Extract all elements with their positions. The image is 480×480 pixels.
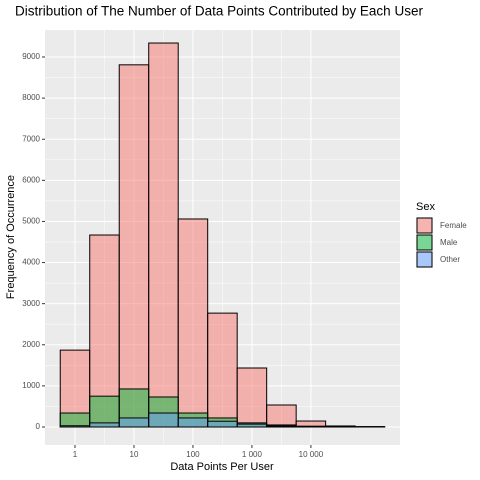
- histogram-bar: [177, 417, 209, 428]
- histogram-bar: [236, 367, 268, 428]
- histogram-bar: [148, 412, 179, 428]
- histogram-bar: [118, 64, 150, 428]
- y-tick-label: 8000: [22, 93, 40, 102]
- histogram-bar: [207, 420, 238, 428]
- y-tick-label: 2000: [22, 340, 40, 349]
- x-tick-label: 10: [130, 450, 139, 459]
- histogram-bar: [207, 312, 238, 428]
- histogram-bar: [59, 425, 91, 428]
- legend-label: Other: [440, 255, 460, 264]
- histogram-bar: [236, 423, 268, 428]
- x-axis-label: Data Points Per User: [170, 461, 274, 473]
- histogram-bar: [89, 395, 120, 428]
- histogram-bar: [118, 417, 150, 428]
- legend-swatch: [416, 217, 433, 234]
- x-tick-label: 100: [186, 450, 200, 459]
- y-axis-label: Frequency of Occurrence: [5, 175, 17, 299]
- legend-label: Male: [440, 238, 458, 247]
- x-tick-label: 1 000: [242, 450, 263, 459]
- legend-swatch: [416, 251, 433, 268]
- x-tick-label: 10 000: [299, 450, 324, 459]
- histogram-bar: [89, 422, 120, 428]
- histogram-bar: [266, 425, 297, 428]
- y-tick-label: 9000: [22, 52, 40, 61]
- y-tick-label: 5000: [22, 217, 40, 226]
- y-tick-label: 6000: [22, 175, 40, 184]
- y-tick-label: 4000: [22, 258, 40, 267]
- y-tick-label: 1000: [22, 381, 40, 390]
- y-tick-label: 7000: [22, 134, 40, 143]
- histogram-bar: [177, 218, 209, 428]
- legend-title: Sex: [416, 201, 435, 213]
- y-tick-label: 3000: [22, 299, 40, 308]
- x-tick-label: 1: [73, 450, 78, 459]
- y-tick-label: 0: [36, 422, 41, 431]
- legend-swatch: [416, 234, 433, 251]
- histogram-bar: [266, 404, 297, 428]
- chart-title: Distribution of The Number of Data Point…: [15, 4, 423, 19]
- histogram-bar: [148, 42, 179, 428]
- histogram-bar: [59, 412, 91, 428]
- legend-label: Female: [440, 221, 467, 230]
